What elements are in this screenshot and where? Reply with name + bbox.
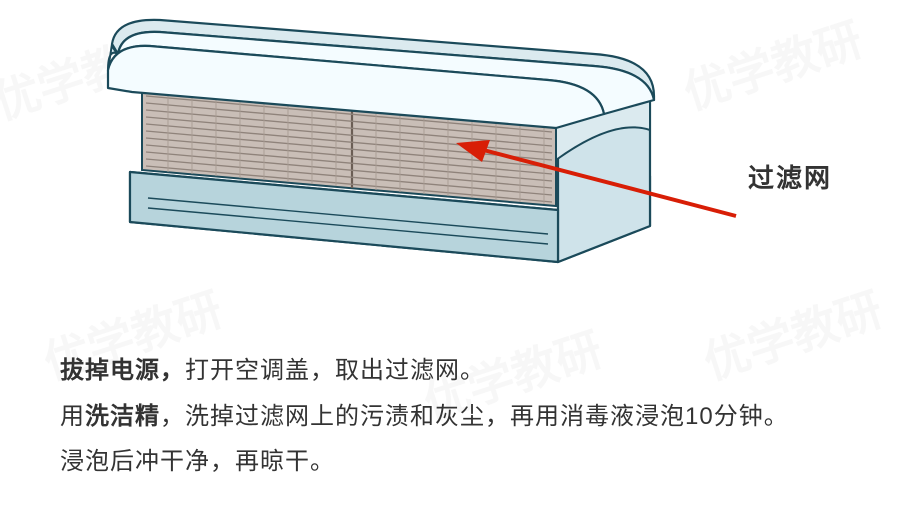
text: 打开空调盖，取出过滤网。 <box>185 357 485 384</box>
ac-diagram: 过滤网 <box>0 0 900 320</box>
bold-text: 洗洁精 <box>85 403 160 430</box>
text: ，洗掉过滤网上的污渍和灰尘，再用消毒液浸泡10分钟。 <box>160 403 789 430</box>
text: 用 <box>60 403 85 430</box>
instruction-text: 拔掉电源，打开空调盖，取出过滤网。 用洗洁精，洗掉过滤网上的污渍和灰尘，再用消毒… <box>60 348 860 485</box>
instruction-line-2: 用洗洁精，洗掉过滤网上的污渍和灰尘，再用消毒液浸泡10分钟。 <box>60 394 860 440</box>
instruction-line-3: 浸泡后冲干净，再晾干。 <box>60 439 860 485</box>
bold-text: 拔掉电源， <box>60 357 185 384</box>
filter-label: 过滤网 <box>748 158 832 195</box>
instruction-line-1: 拔掉电源，打开空调盖，取出过滤网。 <box>60 348 860 394</box>
